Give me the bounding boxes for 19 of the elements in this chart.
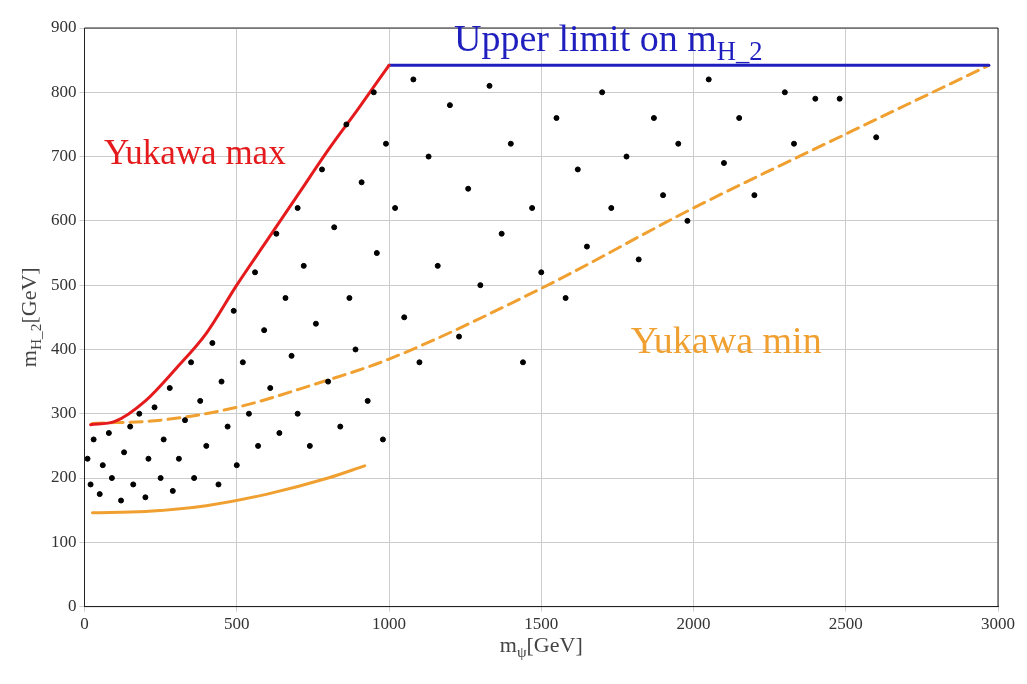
y-axis-title: mH_2[GeV] — [15, 267, 44, 368]
x-tick-label: 1500 — [524, 614, 559, 634]
x-tick-label: 2000 — [676, 614, 711, 634]
y-tick-label: 500 — [51, 274, 77, 294]
y-tick-label: 400 — [51, 338, 77, 358]
x-tick-label: 3000 — [981, 614, 1015, 634]
y-tick-label: 600 — [51, 210, 77, 230]
x-tick-label: 1000 — [372, 614, 406, 634]
x-tick-label: 500 — [224, 614, 250, 634]
y-tick-label: 800 — [51, 81, 77, 101]
y-tick-label: 900 — [51, 17, 77, 37]
y-tick-label: 300 — [51, 403, 77, 423]
y-tick-label: 200 — [51, 467, 77, 487]
y-tick-label: 700 — [51, 146, 77, 166]
y-tick-label: 100 — [51, 531, 77, 551]
annotation: Yukawa min — [630, 319, 822, 362]
annotation: Yukawa max — [103, 133, 287, 173]
x-tick-label: 2500 — [828, 614, 863, 634]
y-tick-label: 0 — [68, 596, 77, 616]
